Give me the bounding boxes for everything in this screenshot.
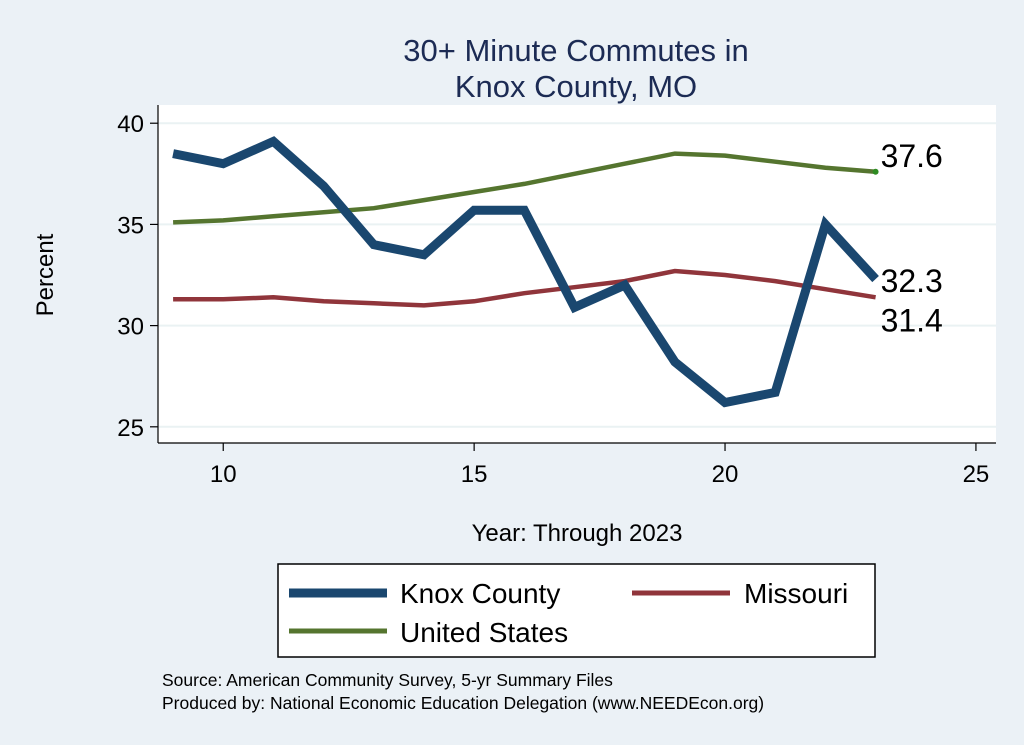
y-tick-label: 40	[117, 111, 144, 138]
series-line-missouri	[173, 268, 876, 308]
x-tick-label: 25	[963, 461, 990, 488]
end-marker-united-states	[872, 168, 879, 175]
end-label-missouri: 31.4	[881, 302, 943, 338]
series-line-knox-county	[172, 136, 879, 408]
grid-lines	[158, 122, 996, 428]
legend-label-missouri: Missouri	[744, 578, 848, 609]
x-tick-label: 15	[461, 461, 488, 488]
y-tick-labels: 25 30 35 40	[117, 111, 144, 442]
y-axis-title: Percent	[32, 233, 59, 316]
end-labels: 32.331.4 37.6	[881, 138, 943, 338]
legend-box	[277, 563, 876, 658]
y-tick-label: 30	[117, 314, 144, 341]
y-tick-label: 35	[117, 212, 144, 239]
end-label-united-states: 37.6	[881, 138, 943, 174]
legend-label-united-states: United States	[400, 617, 568, 648]
series-line-united-states	[173, 151, 876, 225]
series-lines	[172, 136, 879, 408]
x-axis-title: Year: Through 2023	[472, 520, 683, 547]
end-label-knox-county: 32.3	[881, 263, 943, 299]
chart-title-line-2: Knox County, MO	[455, 69, 697, 104]
legend: Knox County Missouri United States	[277, 563, 876, 658]
chart-title-line-1: 30+ Minute Commutes in	[403, 33, 748, 68]
legend-label-knox-county: Knox County	[400, 578, 560, 609]
x-tick-label: 10	[210, 461, 237, 488]
x-tick-label: 20	[712, 461, 739, 488]
y-tick-label: 25	[117, 415, 144, 442]
x-tick-labels: 10 15 20 25	[210, 461, 989, 488]
produced-by-note: Produced by: National Economic Education…	[162, 693, 764, 713]
source-note: Source: American Community Survey, 5-yr …	[162, 670, 613, 690]
axes	[150, 105, 996, 451]
